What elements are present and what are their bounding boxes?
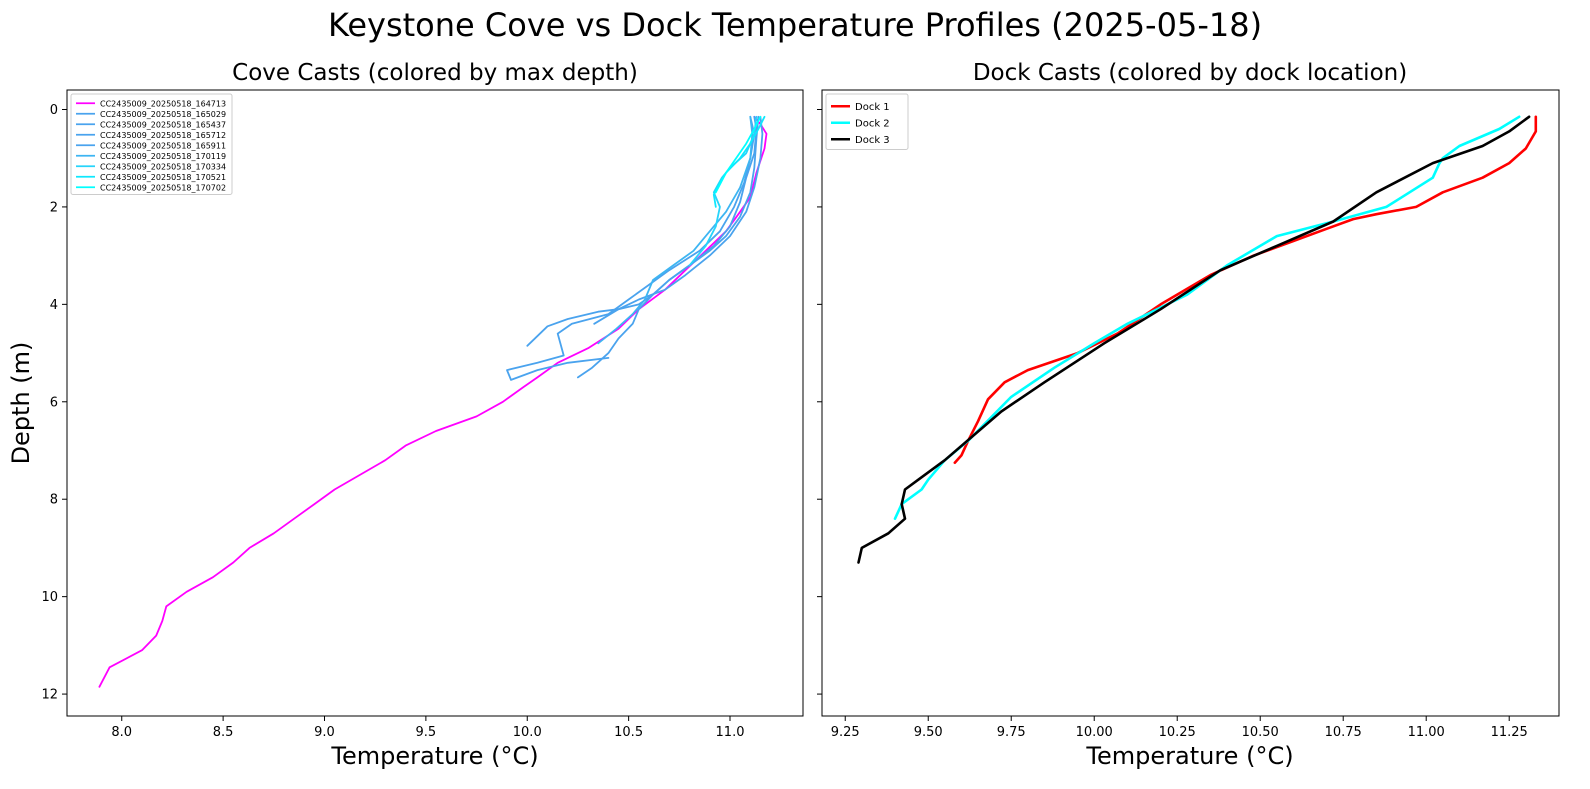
cove-y-tick-label: 0 <box>50 103 58 118</box>
cove-series-lines <box>98 115 768 688</box>
dock-legend-label: Dock 3 <box>855 135 890 146</box>
cove-legend: CC2435009_20250518_164713 CC2435009_20250… <box>70 93 233 195</box>
dock-legend: Dock 1 Dock 2 Dock 3 <box>825 93 909 150</box>
cove-x-tick-label: 10.0 <box>513 725 542 740</box>
cove-y-tick-label: 2 <box>50 200 58 215</box>
cove-x-tick-label: 9.0 <box>314 725 335 740</box>
cove-legend-label: CC2435009_20250518_165437 <box>100 120 226 129</box>
cove-legend-label: CC2435009_20250518_164713 <box>100 99 226 108</box>
cove-legend-label: CC2435009_20250518_170334 <box>100 162 226 171</box>
dock-casts-panel: Dock Casts (colored by dock location) 9.… <box>817 60 1560 770</box>
dock-legend-label: Dock 2 <box>855 118 890 129</box>
cove-y-tick-label: 6 <box>50 395 58 410</box>
cove-series-line-8 <box>712 115 766 208</box>
dock-x-axis-label: Temperature (°C) <box>1085 742 1293 770</box>
cove-y-tick-label: 8 <box>50 493 58 508</box>
dock-x-tick-label: 11.00 <box>1408 725 1445 740</box>
dock-panel-title: Dock Casts (colored by dock location) <box>973 60 1407 86</box>
dock-x-tick-label: 9.25 <box>831 725 860 740</box>
dock-y-ticks <box>817 108 822 695</box>
cove-casts-panel: Cove Casts (colored by max depth) 8.0 8.5… <box>7 60 804 770</box>
dock-x-tick-label: 9.75 <box>997 725 1026 740</box>
dock-series-line-1 <box>953 115 1538 465</box>
dock-x-tick-label: 10.50 <box>1242 725 1279 740</box>
cove-x-tick-label: 11.0 <box>716 725 745 740</box>
cove-y-tick-label: 4 <box>50 298 58 313</box>
figure-title: Keystone Cove vs Dock Temperature Profil… <box>328 6 1262 44</box>
dock-x-tick-label: 11.25 <box>1491 725 1528 740</box>
cove-series-line-1 <box>98 115 768 688</box>
cove-legend-label: CC2435009_20250518_165712 <box>100 131 226 140</box>
cove-series-line-3 <box>506 115 756 381</box>
cove-plot-frame <box>66 89 804 717</box>
dock-series-line-3 <box>857 115 1531 564</box>
cove-x-tick-label: 8.0 <box>111 725 132 740</box>
cove-legend-label: CC2435009_20250518_170521 <box>100 173 226 182</box>
cove-y-tick-label: 10 <box>41 590 58 605</box>
cove-y-ticks: 0 2 4 6 8 10 12 <box>41 103 67 703</box>
cove-legend-frame <box>70 93 233 195</box>
cove-x-axis-label: Temperature (°C) <box>330 742 538 770</box>
dock-x-tick-label: 9.50 <box>914 725 943 740</box>
cove-x-ticks: 8.0 8.5 9.0 9.5 10.0 10.5 11.0 <box>111 716 744 740</box>
cove-legend-label: CC2435009_20250518_165911 <box>100 141 226 150</box>
dock-x-tick-label: 10.75 <box>1325 725 1362 740</box>
dock-legend-frame <box>825 93 909 150</box>
cove-x-tick-label: 10.5 <box>614 725 643 740</box>
cove-legend-label: CC2435009_20250518_170119 <box>100 152 226 161</box>
cove-series-line-9 <box>714 115 762 194</box>
dock-x-tick-label: 10.25 <box>1159 725 1196 740</box>
cove-series-line-6 <box>597 115 754 345</box>
dock-legend-label: Dock 1 <box>855 102 890 113</box>
cove-series-line-4 <box>593 115 764 325</box>
cove-x-tick-label: 8.5 <box>213 725 234 740</box>
dock-series-line-2 <box>893 115 1521 521</box>
cove-legend-label: CC2435009_20250518_170702 <box>100 183 226 192</box>
cove-x-tick-label: 9.5 <box>416 725 437 740</box>
cove-legend-label: CC2435009_20250518_165029 <box>100 110 226 119</box>
dock-plot-frame <box>821 89 1560 717</box>
cove-series-line-2 <box>526 115 758 347</box>
cove-panel-title: Cove Casts (colored by max depth) <box>232 60 638 86</box>
cove-y-tick-label: 12 <box>41 688 58 703</box>
dock-x-ticks: 9.25 9.50 9.75 10.00 10.25 10.50 10.75 11.00 11.… <box>831 716 1528 740</box>
cove-series-line-5 <box>577 115 760 379</box>
cove-y-axis-label: Depth (m) <box>7 342 35 465</box>
dock-series-lines <box>857 115 1538 564</box>
dock-x-tick-label: 10.00 <box>1076 725 1113 740</box>
